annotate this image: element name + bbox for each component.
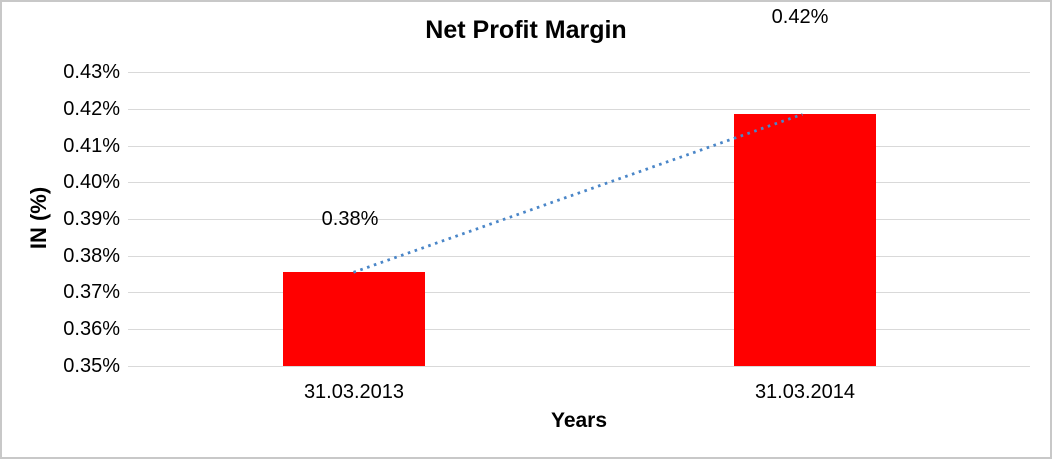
- y-axis-title: IN (%): [26, 186, 51, 250]
- gridline: [128, 146, 1030, 147]
- chart-title: Net Profit Margin: [425, 16, 627, 44]
- gridline: [128, 109, 1030, 110]
- gridline: [128, 256, 1030, 257]
- gridline: [128, 72, 1030, 73]
- y-tick-label: 0.43%: [63, 61, 120, 83]
- y-tick-label: 0.36%: [63, 318, 120, 340]
- y-tick-label: 0.37%: [63, 281, 120, 303]
- y-tick-label: 0.35%: [63, 355, 120, 377]
- y-tick-label: 0.39%: [63, 208, 120, 230]
- gridline: [128, 182, 1030, 183]
- x-axis-title: Years: [550, 409, 608, 432]
- y-tick-label: 0.41%: [63, 135, 120, 157]
- gridline: [128, 219, 1030, 220]
- gridline: [128, 292, 1030, 293]
- bar-31.03.2013: [283, 272, 425, 366]
- x-category-label: 31.03.2013: [303, 381, 405, 403]
- x-category-label: 31.03.2014: [754, 381, 856, 403]
- y-tick-label: 0.38%: [63, 245, 120, 267]
- gridline: [128, 366, 1030, 367]
- bar-31.03.2014: [734, 114, 876, 366]
- data-label-2014: 0.42%: [771, 6, 829, 28]
- y-tick-label: 0.40%: [63, 171, 120, 193]
- y-tick-label: 0.42%: [63, 98, 120, 120]
- data-label-2013: 0.38%: [321, 208, 379, 230]
- gridline: [128, 329, 1030, 330]
